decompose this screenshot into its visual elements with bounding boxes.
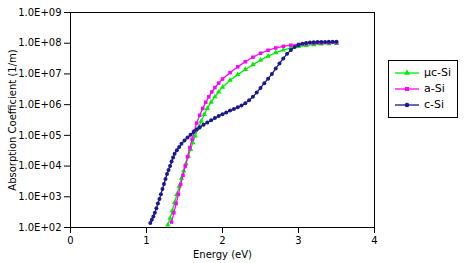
svg-text:4: 4 [371,235,377,246]
svg-text:0: 0 [67,235,73,246]
svg-text:1.0E+02: 1.0E+02 [18,222,61,233]
svg-text:1.0E+08: 1.0E+08 [18,37,61,48]
svg-text:3: 3 [295,235,301,246]
svg-text:1: 1 [143,235,149,246]
svg-text:1.0E+09: 1.0E+09 [18,7,61,18]
html-text:μc-Si: μc-Si [424,66,452,79]
svg-text:1.0E+06: 1.0E+06 [18,99,61,110]
svg-text:1.0E+07: 1.0E+07 [18,68,61,79]
svg-text:1.0E+05: 1.0E+05 [18,130,61,141]
svg-text:Absorption Coefficient (1/m): Absorption Coefficient (1/m) [7,49,18,190]
svg-text:1.0E+04: 1.0E+04 [18,160,61,171]
svg-text:2: 2 [219,235,225,246]
html-text:c-Si: c-Si [424,98,445,111]
svg-text:Energy (eV): Energy (eV) [193,249,252,260]
html-text:a-Si: a-Si [424,82,445,95]
svg-text:1.0E+03: 1.0E+03 [18,191,61,202]
